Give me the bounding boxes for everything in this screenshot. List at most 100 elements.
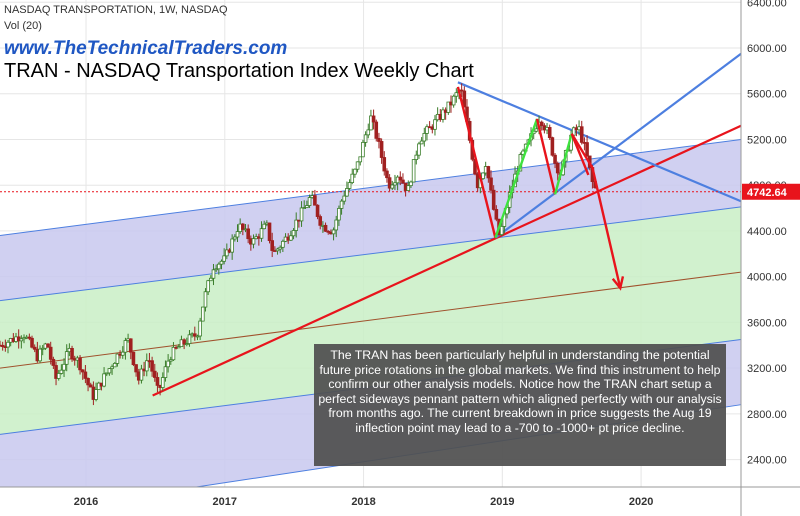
last-price-tag xyxy=(742,183,800,200)
candle-body xyxy=(481,172,485,180)
candle-body xyxy=(491,189,496,210)
candle-body xyxy=(217,263,221,270)
candle-body xyxy=(160,377,165,388)
candle-body xyxy=(366,129,371,136)
candle-body xyxy=(86,378,90,386)
y-tick-label: 3600.00 xyxy=(747,317,787,329)
candle-body xyxy=(555,162,560,174)
candles xyxy=(0,83,597,406)
candle-body xyxy=(123,340,128,353)
candle-body xyxy=(206,280,210,293)
candle-body xyxy=(27,336,32,339)
candle-body xyxy=(486,166,491,179)
red-support-line xyxy=(152,124,742,397)
candle-body xyxy=(334,219,339,231)
candle-body xyxy=(246,228,250,240)
candle-body xyxy=(369,115,373,131)
middle-channel-line xyxy=(0,206,742,302)
candle-body xyxy=(398,176,403,181)
y-tick-label: 6400.00 xyxy=(747,0,787,9)
candle-body xyxy=(494,209,499,220)
candle-body xyxy=(355,161,360,170)
candle-body xyxy=(102,373,106,387)
candle-body xyxy=(374,121,379,139)
candle-body xyxy=(361,141,365,158)
candle-body xyxy=(62,363,66,371)
candle-body xyxy=(219,260,224,265)
candle-body xyxy=(0,344,5,347)
candle-body xyxy=(454,92,459,97)
candle-body xyxy=(187,334,192,344)
candle-body xyxy=(385,170,389,179)
green-channel-fill xyxy=(0,206,741,435)
candle-body xyxy=(534,128,539,132)
candle-body xyxy=(379,141,384,158)
candle-body xyxy=(459,89,464,92)
candle-body xyxy=(152,370,157,378)
y-tick-label: 4000.00 xyxy=(747,272,787,284)
candle-body xyxy=(347,182,352,189)
website-label: www.TheTechnicalTraders.com xyxy=(4,38,288,59)
candle-body xyxy=(270,240,274,251)
x-tick-label: 2018 xyxy=(351,496,375,508)
pattern-leg-red xyxy=(535,118,557,195)
candle-body xyxy=(489,177,493,191)
candle-body xyxy=(579,126,584,143)
pattern-leg-red xyxy=(456,86,497,239)
candle-body xyxy=(168,359,173,362)
candle-body xyxy=(222,255,226,262)
y-tick-label: 3200.00 xyxy=(747,363,787,375)
candle-body xyxy=(417,143,421,156)
candle-body xyxy=(377,137,381,142)
candle-body xyxy=(59,369,64,374)
candle-body xyxy=(585,142,589,157)
candle-body xyxy=(80,369,85,373)
x-tick-label: 2016 xyxy=(74,496,98,508)
candle-body xyxy=(211,269,216,279)
candle-body xyxy=(331,229,336,235)
blue-resistance-line xyxy=(457,81,742,203)
candle-body xyxy=(291,230,296,237)
candle-body xyxy=(209,277,213,282)
pattern-leg-green xyxy=(494,118,539,239)
candle-body xyxy=(307,197,312,206)
candle-body xyxy=(166,360,170,368)
candle-body xyxy=(406,185,411,191)
candle-body xyxy=(193,333,197,337)
upper-channel-line xyxy=(0,138,742,236)
candle-body xyxy=(547,127,552,139)
candle-body xyxy=(339,200,344,209)
candle-body xyxy=(214,268,218,271)
candle-body xyxy=(419,140,424,145)
candle-body xyxy=(134,364,138,373)
candle-body xyxy=(171,346,176,361)
pattern-leg-green xyxy=(553,133,573,195)
y-tick-label: 4400.00 xyxy=(747,226,787,238)
x-tick-label: 2020 xyxy=(629,496,653,508)
symbol-label: NASDAQ TRANSPORTATION, 1W, NASDAQ xyxy=(4,4,228,16)
candle-body xyxy=(251,238,256,245)
candle-body xyxy=(422,133,427,142)
y-tick-label: 2800.00 xyxy=(747,409,787,421)
candle-body xyxy=(278,246,282,250)
candle-body xyxy=(382,157,387,172)
chart-title: TRAN - NASDAQ Transportation Index Weekl… xyxy=(4,60,474,82)
candle-body xyxy=(350,173,355,183)
candle-body xyxy=(51,358,56,366)
x-tick-label: 2017 xyxy=(213,496,237,508)
upper-blue-channel-fill xyxy=(0,139,741,301)
candle-body xyxy=(54,365,58,379)
y-axis-panel xyxy=(741,0,800,516)
candle-body xyxy=(401,179,405,184)
candle-body xyxy=(235,231,240,238)
candle-body xyxy=(441,109,445,120)
candle-body xyxy=(201,306,205,322)
candle-body xyxy=(48,346,53,360)
candle-body xyxy=(94,389,98,400)
candle-body xyxy=(446,101,451,113)
candle-body xyxy=(176,346,181,349)
candle-body xyxy=(46,343,50,348)
candle-body xyxy=(198,320,202,337)
x-tick-label: 2019 xyxy=(490,496,514,508)
